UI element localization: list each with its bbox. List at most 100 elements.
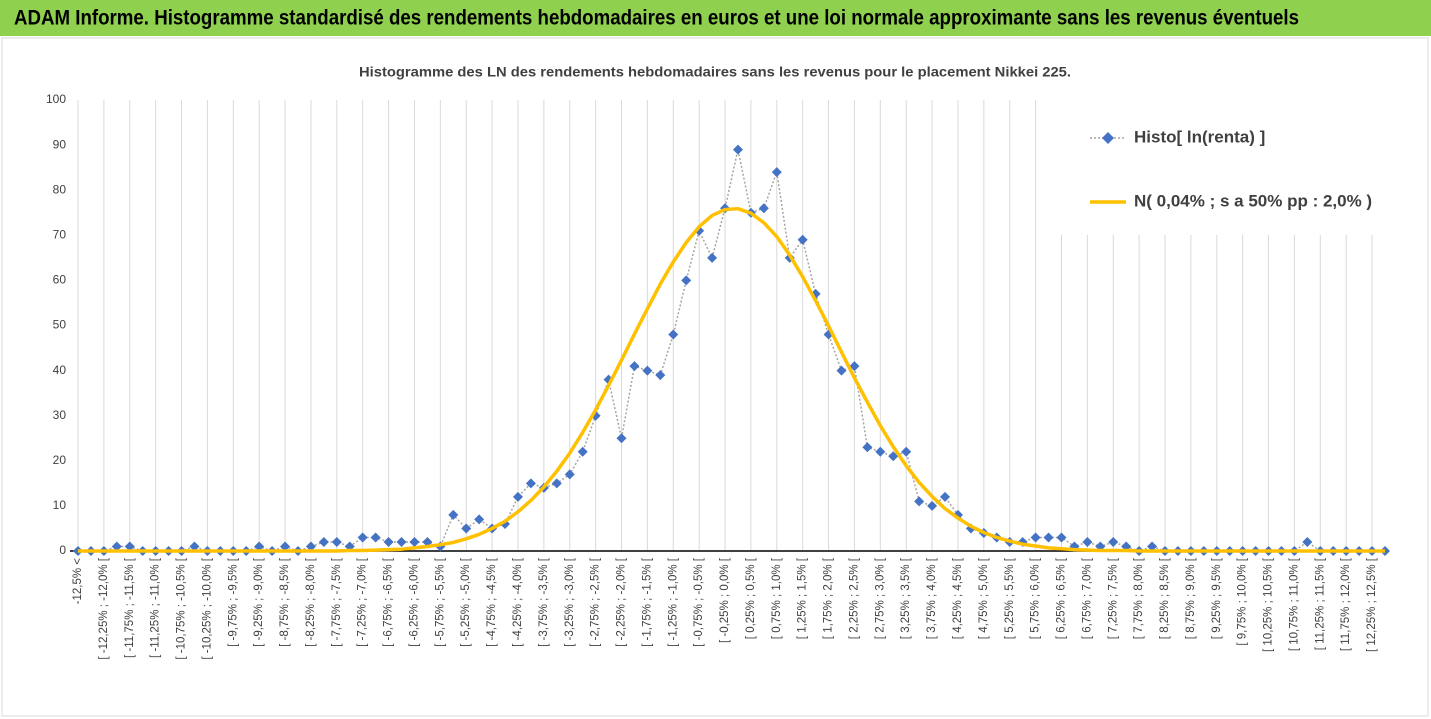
data-point	[564, 469, 575, 480]
x-tick-label: [ -7,25% ; -7,0% [	[357, 557, 369, 647]
x-tick-label: [ 8,75% ; 9,0% [	[1185, 557, 1197, 639]
data-point	[642, 365, 653, 376]
x-tick-label: [ -8,75% ; -8,5% [	[279, 557, 291, 647]
data-point	[771, 167, 782, 178]
x-tick-label: -12,5% <	[72, 558, 84, 605]
x-tick-label: [ 3,75% ; 4,0% [	[926, 557, 938, 639]
data-point	[318, 536, 329, 547]
x-tick-label: [ 0,75% ; 1,0% [	[771, 557, 783, 639]
data-point	[357, 532, 368, 543]
data-point	[1030, 532, 1041, 543]
data-point	[875, 446, 886, 457]
x-tick-label: [ 3,25% ; 3,5% [	[900, 557, 912, 639]
x-tick-label: [ -3,75% ; -3,5% [	[538, 557, 550, 647]
data-point	[616, 433, 627, 444]
y-tick-label: 20	[53, 453, 67, 467]
data-point	[655, 370, 666, 381]
x-tick-label: [ 2,25% ; 2,5% [	[848, 557, 860, 639]
header-title: ADAM Informe. Histogramme standardisé de…	[14, 7, 1299, 30]
x-tick-label: [ 5,75% ; 6,0% [	[1030, 557, 1042, 639]
legend-box	[1060, 100, 1385, 235]
data-point	[409, 536, 420, 547]
series-line	[78, 206, 1385, 553]
x-tick-label: [ 1,75% ; 2,0% [	[823, 557, 835, 639]
x-tick-label: [ -1,25% ; -1,0% [	[667, 557, 679, 647]
x-tick-label: [ -2,75% ; -2,5% [	[590, 557, 602, 647]
y-tick-label: 70	[53, 227, 67, 241]
x-tick-label: [ 8,25% ; 8,5% [	[1159, 557, 1171, 639]
legend-label: N( 0,04% ; s a 50% pp : 2,0% )	[1134, 191, 1372, 210]
x-tick-label: [ -8,25% ; -8,0% [	[305, 557, 317, 647]
data-point	[758, 203, 769, 214]
x-tick-label: [ -11,25% ; -11,0% [	[150, 557, 162, 658]
x-tick-label: [ 7,75% ; 8,0% [	[1133, 557, 1145, 639]
data-point	[474, 514, 485, 525]
data-point	[396, 536, 407, 547]
x-tick-label: [ 10,75% ; 11,0% [	[1288, 557, 1300, 651]
header-bar	[0, 0, 1431, 36]
y-tick-label: 80	[53, 182, 67, 196]
data-point	[1302, 536, 1313, 547]
data-point	[331, 536, 342, 547]
data-point	[1147, 541, 1158, 552]
data-point	[927, 500, 938, 511]
data-point	[280, 541, 291, 552]
data-point	[551, 478, 562, 489]
x-tick-label: [ 11,25% ; 11,5% [	[1314, 557, 1326, 650]
x-tick-label: [ -11,75% ; -11,5% [	[124, 557, 136, 658]
x-tick-label: [ 11,75% ; 12,0% [	[1340, 557, 1352, 651]
data-point	[940, 491, 951, 502]
data-point	[124, 541, 135, 552]
data-point	[254, 541, 265, 552]
data-point	[189, 541, 200, 552]
x-tick-label: [ -4,25% ; -4,0% [	[512, 557, 524, 647]
data-point	[577, 446, 588, 457]
x-tick-label: [ -4,75% ; -4,5% [	[486, 557, 498, 647]
x-tick-label: [ 4,75% ; 5,0% [	[978, 557, 990, 639]
legend-label: Histo[ ln(renta) ]	[1134, 127, 1265, 146]
y-tick-label: 60	[53, 273, 67, 287]
y-tick-label: 90	[53, 137, 67, 151]
data-point	[448, 509, 459, 520]
data-point	[1056, 532, 1067, 543]
data-point	[512, 491, 523, 502]
x-tick-label: [ -7,75% ; -7,5% [	[331, 557, 343, 647]
legend-marker	[1102, 132, 1114, 144]
data-point	[383, 536, 394, 547]
data-point	[797, 234, 808, 245]
data-point	[862, 442, 873, 453]
x-tick-label: [ 9,25% ; 9,5% [	[1211, 557, 1223, 639]
x-tick-label: [ 6,75% ; 7,0% [	[1081, 557, 1093, 639]
x-tick-label: [ -10,25% ; -10,0% [	[201, 557, 213, 659]
data-point	[1043, 532, 1054, 543]
x-tick-label: [ 12,25% ; 12,5% [	[1366, 557, 1378, 652]
data-point	[370, 532, 381, 543]
data-point	[629, 361, 640, 372]
x-tick-label: [ 6,25% ; 6,5% [	[1056, 557, 1068, 639]
data-point	[836, 365, 847, 376]
data-point	[888, 451, 899, 462]
x-tick-label: [ -2,25% ; -2,0% [	[616, 557, 628, 647]
data-point	[461, 523, 472, 534]
x-tick-label: [ 2,75% ; 3,0% [	[874, 557, 886, 639]
data-point	[732, 144, 743, 155]
x-tick-label: [ 5,25% ; 5,5% [	[1004, 557, 1016, 639]
series-line	[78, 148, 1385, 552]
x-tick-label: [ -0,25% ; 0,0% [	[719, 557, 731, 643]
data-point	[707, 252, 718, 263]
data-point	[1108, 536, 1119, 547]
data-point	[111, 541, 122, 552]
x-tick-label: [ -5,75% ; -5,5% [	[434, 557, 446, 647]
y-tick-label: 10	[53, 498, 67, 512]
x-tick-label: [ -0,75% ; -0,5% [	[693, 557, 705, 647]
x-tick-label: [ 7,25% ; 7,5% [	[1107, 557, 1119, 639]
data-point	[849, 361, 860, 372]
y-tick-label: 40	[53, 363, 67, 377]
y-tick-label: 30	[53, 408, 67, 422]
data-point	[305, 541, 316, 552]
y-tick-label: 0	[59, 543, 66, 557]
x-tick-label: [ -1,75% ; -1,5% [	[641, 557, 653, 647]
x-tick-label: [ -3,25% ; -3,0% [	[564, 557, 576, 647]
x-tick-label: [ 4,25% ; 4,5% [	[952, 557, 964, 639]
